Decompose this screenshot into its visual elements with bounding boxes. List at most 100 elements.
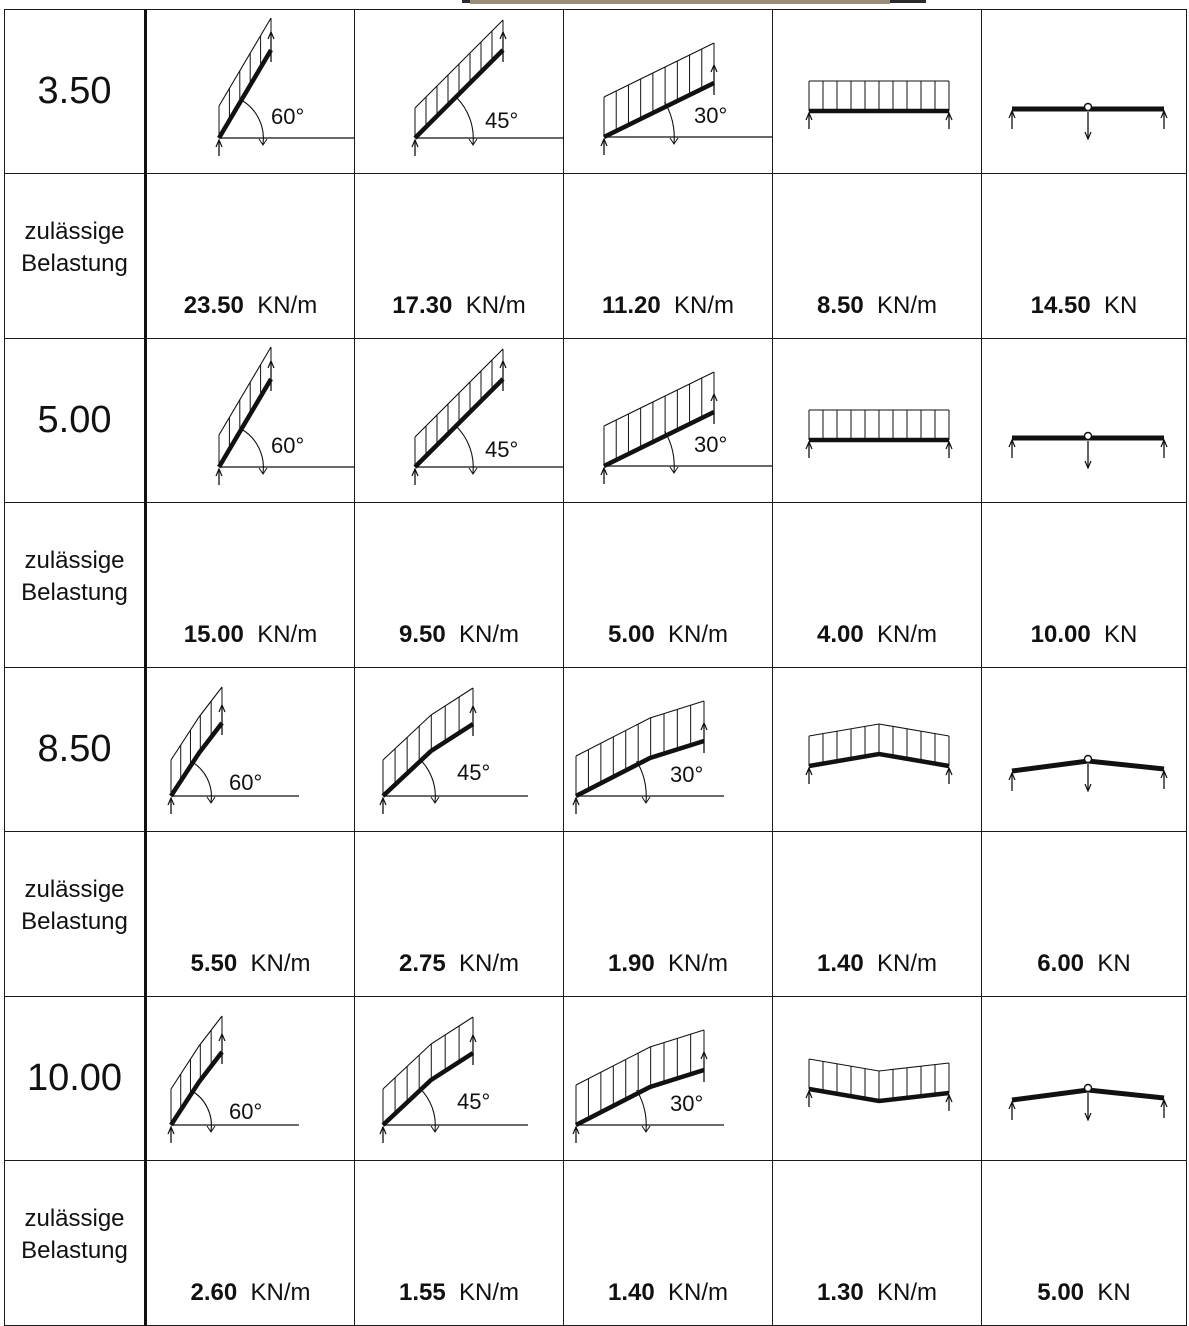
load-cell: 1.40 KN/m — [772, 831, 982, 997]
beam-member — [808, 1086, 950, 1104]
load-outline — [603, 371, 715, 427]
load-value: 2.75 — [398, 950, 446, 977]
support-arrow-head — [1084, 783, 1092, 793]
diagram-cell: 30° — [563, 667, 773, 832]
span-cell: 5.00 — [4, 338, 147, 503]
support-arrow-head — [411, 138, 419, 148]
diagram-cell: 30° — [563, 996, 773, 1161]
load-value: 1.90 — [607, 950, 655, 977]
hinge — [1083, 431, 1093, 441]
uniform-load-beam-diagram — [805, 409, 953, 458]
angle-arc-tick — [641, 796, 651, 804]
stair-member — [413, 48, 505, 140]
support-arrow-head — [945, 766, 953, 776]
stair-45-diagram: 45° — [411, 19, 600, 156]
support-arrow-head — [572, 796, 580, 806]
load-cell: 8.50 KN/m — [772, 173, 982, 339]
diagram-cell: 60° — [145, 338, 399, 503]
angle-label: 45° — [457, 1089, 490, 1114]
load-cell: 9.50 KN/m — [354, 502, 564, 668]
stair-member — [217, 377, 273, 469]
angle-arc — [419, 758, 436, 803]
stair-30-diagram: 30° — [600, 371, 794, 484]
load-value: 9.50 — [398, 621, 446, 648]
angle-label: 60° — [271, 104, 304, 129]
support-arrow-head — [267, 359, 275, 369]
support-arrow-head — [215, 138, 223, 148]
diagram-cell — [981, 667, 1187, 832]
support-arrow-head — [1160, 1098, 1168, 1108]
beam-member — [808, 751, 950, 769]
load-row: zulässige Belastung 23.50 KN/m 17.30 KN/m… — [4, 173, 1187, 339]
load-cell: 11.20 KN/m — [563, 173, 773, 339]
angle-label: 45° — [485, 108, 518, 133]
load-value: 1.30 — [816, 1279, 864, 1306]
hinge — [1083, 754, 1093, 764]
angle-arc — [664, 430, 675, 473]
angle-arc — [240, 99, 264, 145]
support-arrow-head — [700, 1050, 708, 1060]
point-load-beam-diagram — [1008, 102, 1168, 141]
diagram-cell — [981, 996, 1187, 1161]
angle-label: 45° — [485, 437, 518, 462]
load-cell: 1.90 KN/m — [563, 831, 773, 997]
load-cell: 10.00 KN — [981, 502, 1187, 668]
load-cell: 5.00 KN — [981, 1160, 1187, 1326]
angle-arc — [455, 96, 474, 145]
angle-label: 30° — [694, 432, 727, 457]
load-cell: 2.75 KN/m — [354, 831, 564, 997]
angle-label: 30° — [670, 762, 703, 787]
load-label: zulässige Belastung — [21, 1205, 128, 1264]
load-value: 5.50 — [190, 950, 238, 977]
support-arrow-head — [945, 1093, 953, 1103]
point-load-beam-diagram — [1008, 754, 1168, 793]
angle-arc — [240, 428, 264, 474]
support-arrow-head — [167, 796, 175, 806]
top-edge-tan-strip — [470, 0, 890, 4]
stair-member — [217, 48, 273, 140]
support-arrow-head — [1160, 438, 1168, 448]
load-outline — [808, 1058, 950, 1072]
support-arrow-head — [499, 359, 507, 369]
angle-arc-tick — [669, 137, 679, 145]
load-value: 1.40 — [607, 1279, 655, 1306]
span-value: 10.00 — [26, 1057, 123, 1099]
angle-arc-tick — [641, 1125, 651, 1133]
diagram-cell — [981, 9, 1187, 174]
angle-arc — [455, 425, 474, 474]
uniform-load-beam-diagram — [805, 1058, 953, 1111]
load-unit: KN/m — [257, 292, 318, 319]
stair-member — [603, 409, 715, 469]
load-value: 15.00 — [183, 621, 244, 648]
load-unit: KN/m — [465, 292, 526, 319]
load-unit: KN/m — [250, 950, 311, 977]
diagram-cell: 60° — [145, 996, 355, 1161]
support-arrow-head — [379, 796, 387, 806]
stair-45-diagram: 45° — [411, 348, 600, 485]
load-value: 4.00 — [816, 621, 864, 648]
load-value: 17.30 — [392, 292, 453, 319]
angle-arc-tick — [258, 138, 268, 146]
stair-member — [169, 721, 224, 798]
label-cell: zulässige Belastung — [4, 173, 147, 339]
angle-arc — [190, 760, 212, 803]
uniform-load-beam-diagram — [805, 723, 953, 784]
load-outline — [218, 17, 272, 107]
support-arrow-head — [1084, 131, 1092, 141]
diagram-row: 3.50 60° 45° 30° — [4, 9, 1187, 174]
support-arrow-head — [1008, 438, 1016, 448]
support-arrow-head — [710, 63, 718, 73]
support-arrow-head — [1084, 460, 1092, 470]
span-value: 3.50 — [37, 70, 112, 112]
stair-60-diagram: 60° — [215, 17, 399, 156]
load-outline — [414, 19, 504, 109]
angle-arc — [636, 1089, 647, 1132]
support-arrow-head — [805, 766, 813, 776]
diagram-cell: 30° — [563, 338, 794, 503]
support-arrow-head — [218, 1032, 226, 1042]
load-cell: 5.00 KN/m — [563, 502, 773, 668]
load-cell: 6.00 KN — [981, 831, 1187, 997]
stair-30-diagram: 30° — [572, 1029, 724, 1143]
load-value: 6.00 — [1037, 950, 1085, 977]
support-arrow-head — [945, 440, 953, 450]
